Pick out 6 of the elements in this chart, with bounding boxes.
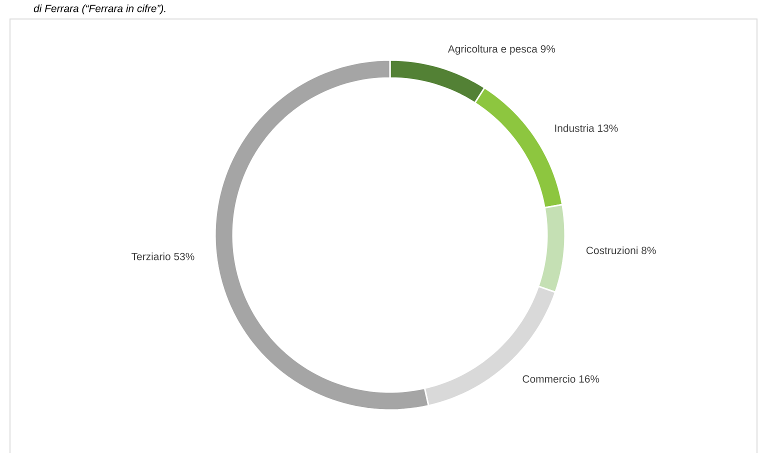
slice-label: Commercio 16% <box>522 375 600 383</box>
text: di Ferrara (“Ferrara in cifre”). <box>34 4 166 15</box>
slice-label: Costruzioni 8% <box>586 246 656 254</box>
slice-label: Terziario 53% <box>132 252 194 260</box>
slice-label: Agricoltura e pesca 9% <box>448 45 556 55</box>
slice-label: Industria 13% <box>555 124 618 132</box>
